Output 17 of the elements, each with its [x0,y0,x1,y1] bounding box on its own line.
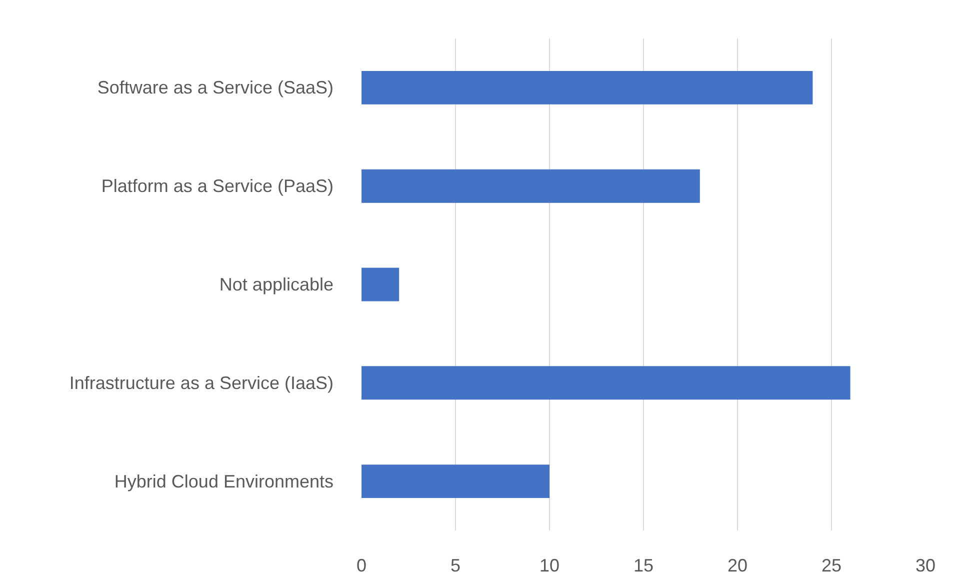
x-tick-label: 5 [450,556,461,576]
bar [362,464,550,498]
bar [362,366,850,400]
x-tick-label: 10 [539,556,560,576]
y-tick-label: Hybrid Cloud Environments [114,471,334,492]
y-tick-label: Infrastructure as a Service (IaaS) [69,372,334,393]
x-tick-label: 20 [727,556,748,576]
x-tick-label: 25 [821,556,842,576]
x-tick-label: 15 [633,556,654,576]
bar [362,268,400,302]
bar [362,169,700,203]
x-tick-label: 0 [356,556,367,576]
y-tick-label: Software as a Service (SaaS) [97,78,334,98]
bar [362,70,813,104]
y-tick-label: Not applicable [219,274,334,294]
x-tick-label: 30 [915,556,936,576]
y-tick-label: Platform as a Service (PaaS) [101,176,334,196]
